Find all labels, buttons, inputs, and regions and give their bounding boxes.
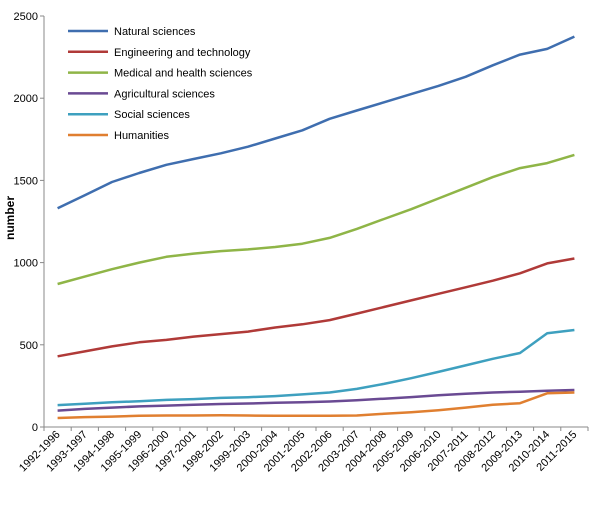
y-tick-label: 1500 [14, 175, 38, 187]
y-axis-label: number [3, 196, 17, 240]
legend-label-engineering-and-technology: Engineering and technology [114, 47, 251, 59]
legend-label-agricultural-sciences: Agricultural sciences [114, 88, 215, 100]
series-line-agricultural-sciences [57, 388, 575, 412]
legend-label-natural-sciences: Natural sciences [114, 26, 196, 38]
series-line-engineering-and-technology [57, 257, 575, 358]
legend-label-medical-and-health-sciences: Medical and health sciences [114, 68, 253, 80]
y-tick-label: 1000 [14, 258, 38, 270]
y-tick-label: 2000 [14, 93, 38, 105]
series-line-social-sciences [57, 328, 575, 407]
legend-label-social-sciences: Social sciences [114, 109, 190, 121]
series-line-humanities [57, 391, 575, 420]
series-line-medical-and-health-sciences [57, 153, 575, 286]
y-tick-label: 500 [20, 340, 38, 352]
series-line-natural-sciences [57, 35, 575, 210]
legend-label-humanities: Humanities [114, 130, 170, 142]
y-tick-label: 2500 [14, 11, 38, 23]
y-tick-label: 0 [32, 422, 38, 434]
